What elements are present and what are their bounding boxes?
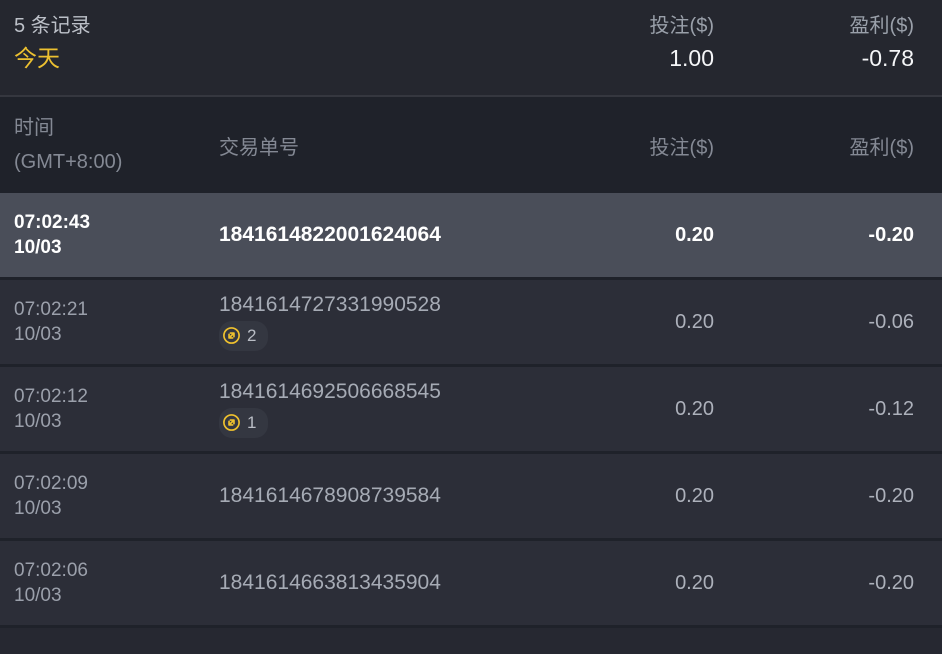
row-bet: 0.20	[675, 484, 714, 507]
row-time-date: 10/03	[14, 498, 62, 519]
row-time-date: 10/03	[14, 411, 62, 432]
table-row[interactable]: 07:02:09 10/03 1841614678908739584 0.20 …	[0, 454, 942, 541]
row-time: 07:02:12 10/03	[14, 384, 219, 434]
row-bet: 0.20	[675, 223, 714, 246]
row-profit: -0.20	[868, 484, 914, 507]
row-profit: -0.20	[868, 571, 914, 594]
table-row[interactable]: 07:02:43 10/03 1841614822001624064 0.20 …	[0, 193, 942, 280]
header-timezone-label: (GMT+8:00)	[14, 151, 123, 173]
row-bet: 0.20	[675, 571, 714, 594]
summary-bet-value: 1.00	[669, 45, 714, 71]
records-count: 5 条记录	[14, 15, 91, 37]
bottom-strip	[0, 628, 942, 637]
row-time-clock: 07:02:43	[14, 212, 91, 233]
row-bet: 0.20	[675, 310, 714, 333]
row-time-date: 10/03	[14, 585, 62, 606]
summary-profit-value: -0.78	[861, 45, 914, 71]
row-order: 1841614663813435904	[219, 570, 574, 596]
summary-bet-label: 投注($)	[649, 15, 714, 37]
diagonal-arrows-circle-icon	[222, 326, 241, 345]
summary-bet: 投注($) 1.00	[574, 12, 714, 74]
order-id: 1841614727331990528	[219, 292, 441, 316]
row-time: 07:02:09 10/03	[14, 471, 219, 521]
order-id: 1841614692506668545	[219, 379, 441, 403]
period-today[interactable]: 今天	[14, 45, 60, 71]
table-row[interactable]: 07:02:12 10/03 1841614692506668545 1 0.2…	[0, 367, 942, 454]
follow-count: 2	[247, 325, 257, 345]
follow-count-badge: 1	[219, 407, 269, 438]
row-time-clock: 07:02:21	[14, 299, 88, 320]
diagonal-arrows-circle-icon	[222, 413, 241, 432]
summary-profit-label: 盈利($)	[849, 15, 914, 37]
row-order: 1841614678908739584	[219, 483, 574, 509]
row-time-clock: 07:02:06	[14, 560, 88, 581]
row-order: 1841614727331990528 2	[219, 292, 574, 353]
table-header: 时间 (GMT+8:00) 交易单号 投注($) 盈利($)	[0, 97, 942, 193]
row-profit: -0.06	[868, 310, 914, 333]
follow-count: 1	[247, 412, 257, 432]
header-time-label: 时间	[14, 117, 54, 139]
header-bet: 投注($)	[649, 136, 714, 159]
order-id: 1841614663813435904	[219, 571, 441, 594]
follow-count-badge: 2	[219, 320, 269, 351]
row-time-clock: 07:02:09	[14, 473, 88, 494]
header-time: 时间 (GMT+8:00)	[14, 111, 219, 179]
row-time-date: 10/03	[14, 237, 62, 258]
row-order: 1841614692506668545 1	[219, 379, 574, 440]
row-time-date: 10/03	[14, 324, 62, 345]
summary-left: 5 条记录 今天	[14, 12, 574, 74]
summary-bar: 5 条记录 今天 投注($) 1.00 盈利($) -0.78	[0, 0, 942, 97]
row-time: 07:02:43 10/03	[14, 210, 219, 260]
order-id: 1841614678908739584	[219, 484, 441, 507]
header-profit: 盈利($)	[849, 136, 914, 159]
table-row[interactable]: 07:02:21 10/03 1841614727331990528 2 0.2…	[0, 280, 942, 367]
row-bet: 0.20	[675, 397, 714, 420]
order-id: 1841614822001624064	[219, 223, 441, 246]
table-body: 07:02:43 10/03 1841614822001624064 0.20 …	[0, 193, 942, 628]
row-time-clock: 07:02:12	[14, 386, 88, 407]
row-order: 1841614822001624064	[219, 222, 574, 248]
row-time: 07:02:06 10/03	[14, 558, 219, 608]
header-order: 交易单号	[219, 136, 299, 159]
row-profit: -0.20	[868, 223, 914, 246]
row-profit: -0.12	[868, 397, 914, 420]
row-time: 07:02:21 10/03	[14, 297, 219, 347]
summary-profit: 盈利($) -0.78	[714, 12, 914, 74]
table-row[interactable]: 07:02:06 10/03 1841614663813435904 0.20 …	[0, 541, 942, 628]
